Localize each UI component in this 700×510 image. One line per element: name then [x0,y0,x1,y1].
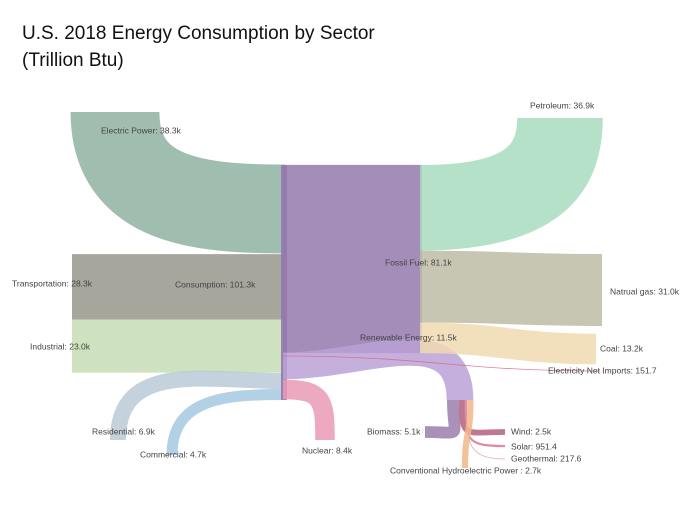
flow [109,370,286,441]
chart-title: U.S. 2018 Energy Consumption by Sector [22,23,375,44]
node-label: Wind: 2.5k [511,426,552,436]
node-label: Petroleum: 36.9k [530,100,595,110]
flow [419,322,597,365]
node-label: Industrial: 23.0k [30,341,91,351]
flows [70,109,603,469]
node-label: Biomass: 5.1k [367,426,421,436]
node-label: Transportation: 28.3k [12,278,93,288]
flow [282,339,474,401]
node-label: Coal: 13.2k [600,343,644,353]
flow [424,399,461,439]
chart-subtitle: (Trillion Btu) [22,50,124,71]
node-label: Electricity Net Imports: 151.7 [548,365,657,375]
node-label: Fossil Fuel: 81.1k [385,257,452,267]
node-label: Solar: 951.4 [511,441,557,451]
labels: Electric Power: 38.3k Transportation: 28.… [12,100,680,475]
flow [166,389,286,456]
node-label: Conventional Hydroelectric Power : 2.7k [390,465,542,475]
flow [419,250,603,326]
flow [461,399,474,469]
node-label: Consumption: 101.3k [175,279,256,289]
flow [466,399,506,460]
flow [282,379,335,441]
node-label: Natrual gas: 31.0k [610,286,680,296]
flow [419,115,603,251]
node-label: Geothermal: 217.6 [511,453,582,463]
flow [282,355,601,372]
flow [464,399,506,448]
node-label: Nuclear: 8.4k [302,445,353,455]
node-label: Renewable Energy: 11.5k [360,332,457,342]
flow [70,109,286,254]
node-label: Commercial: 4.7k [140,449,207,459]
node-label: Residential: 6.9k [92,426,156,436]
node-label: Electric Power: 38.3k [101,125,182,135]
